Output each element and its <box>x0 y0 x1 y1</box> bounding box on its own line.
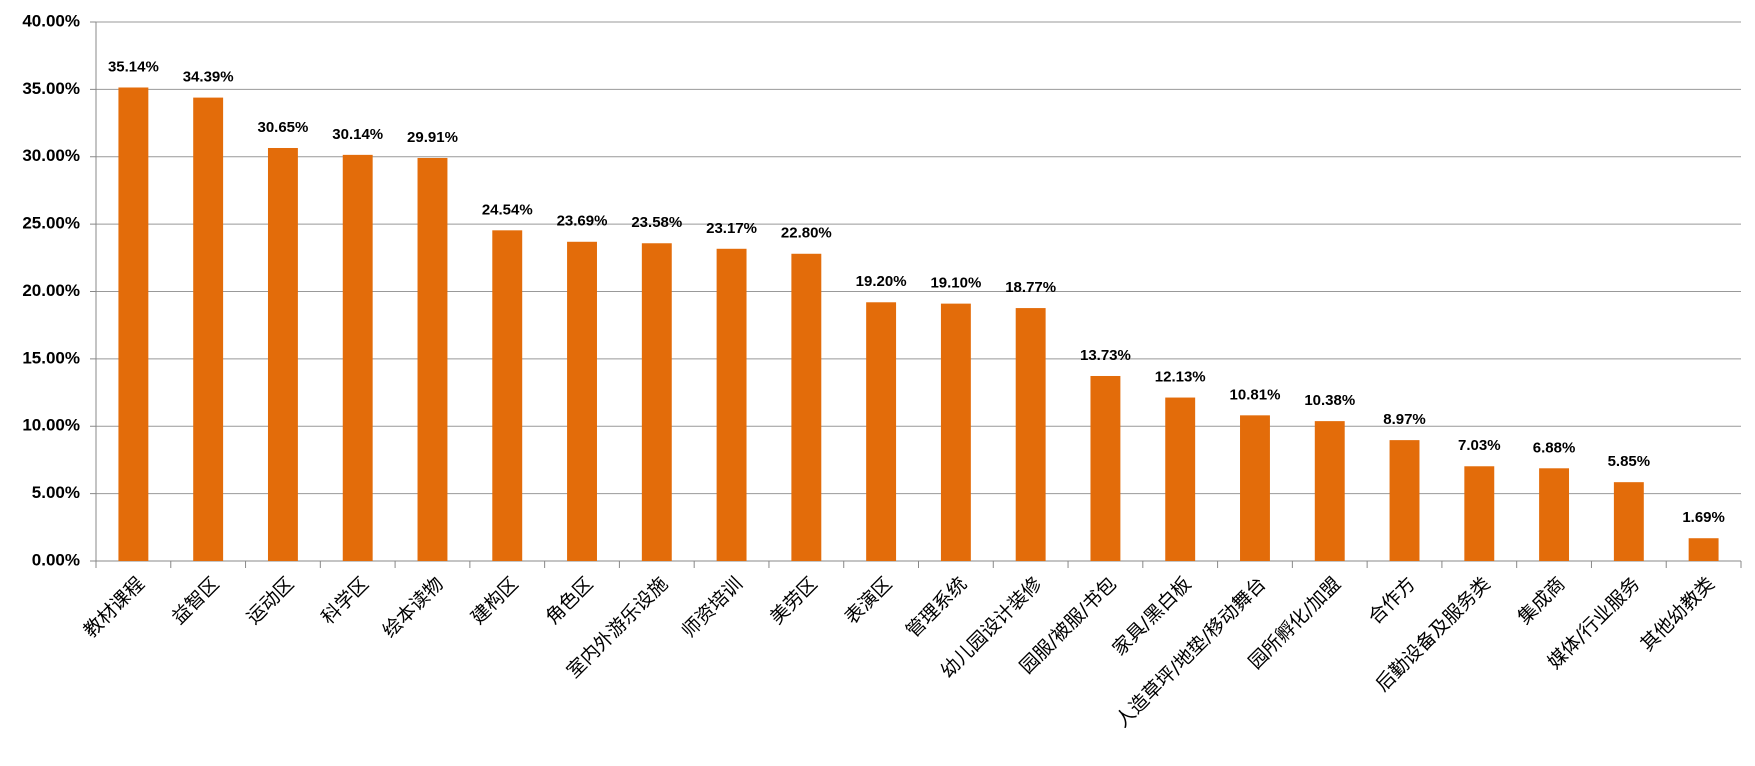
value-label: 6.88% <box>1533 439 1576 456</box>
x-tick-label: 表演区 <box>841 573 897 629</box>
x-tick-label: 科学区 <box>317 573 373 629</box>
value-label: 12.13% <box>1155 369 1206 386</box>
value-label: 10.81% <box>1230 386 1281 403</box>
bar <box>1688 538 1719 561</box>
bar <box>791 253 822 561</box>
value-label: 1.69% <box>1682 509 1725 526</box>
value-label: 19.20% <box>856 273 907 290</box>
value-label: 30.65% <box>257 119 308 136</box>
bar <box>716 248 747 562</box>
value-label: 34.39% <box>183 69 234 86</box>
x-tick-label: 其他幼教类 <box>1636 573 1719 656</box>
x-tick-label: 教材课程 <box>80 573 149 642</box>
bar <box>118 87 149 562</box>
bar <box>1389 440 1420 561</box>
y-tick-label: 40.00% <box>22 11 80 30</box>
y-tick-label: 5.00% <box>32 483 80 502</box>
value-label: 23.69% <box>557 213 608 230</box>
bar <box>567 241 597 561</box>
x-tick-label: 管理系统 <box>902 573 971 642</box>
value-label: 30.14% <box>332 126 383 143</box>
bar <box>267 147 298 561</box>
value-label: 7.03% <box>1458 437 1501 454</box>
value-label: 13.73% <box>1080 347 1131 364</box>
value-label: 10.38% <box>1304 392 1355 409</box>
value-label: 22.80% <box>781 225 832 242</box>
value-label: 29.91% <box>407 129 458 146</box>
value-label: 18.77% <box>1005 279 1056 296</box>
bar <box>1613 482 1644 561</box>
value-label: 23.58% <box>631 214 682 231</box>
x-tick-label: 建构区 <box>467 573 523 629</box>
y-tick-label: 15.00% <box>22 348 80 367</box>
bar <box>940 303 971 561</box>
x-tick-label: 角色区 <box>542 573 598 629</box>
bar <box>1165 397 1196 561</box>
x-tick-label: 益智区 <box>168 573 224 629</box>
y-tick-label: 20.00% <box>22 281 80 300</box>
x-tick-label: 美劳区 <box>766 573 822 629</box>
y-tick-label: 35.00% <box>22 79 80 98</box>
bar <box>1015 308 1046 561</box>
x-tick-label: 师资培训 <box>678 573 747 642</box>
value-label: 8.97% <box>1383 411 1426 428</box>
value-label: 5.85% <box>1608 453 1651 470</box>
x-tick-label: 绘本读物 <box>379 573 448 642</box>
x-tick-label: 集成商 <box>1514 573 1570 629</box>
y-tick-label: 25.00% <box>22 214 80 233</box>
bar <box>866 302 897 561</box>
bar <box>417 157 448 561</box>
value-label: 19.10% <box>930 275 981 292</box>
x-tick-label: 人造草坪/地垫/移动舞台 <box>1111 573 1270 732</box>
bar <box>1464 466 1495 561</box>
bar <box>641 243 672 561</box>
value-label: 24.54% <box>482 201 533 218</box>
value-label: 23.17% <box>706 220 757 237</box>
bar <box>1314 421 1345 561</box>
bar <box>1240 415 1270 561</box>
value-label: 35.14% <box>108 58 159 75</box>
bar <box>492 230 523 562</box>
y-tick-label: 10.00% <box>22 416 80 435</box>
y-tick-label: 30.00% <box>22 146 80 165</box>
bar <box>1090 375 1121 561</box>
bar <box>1539 468 1570 561</box>
bar <box>342 154 373 561</box>
y-tick-label: 0.00% <box>32 550 80 569</box>
bar <box>193 97 224 561</box>
x-tick-label: 合作方 <box>1364 573 1420 629</box>
x-tick-label: 运动区 <box>242 573 298 629</box>
